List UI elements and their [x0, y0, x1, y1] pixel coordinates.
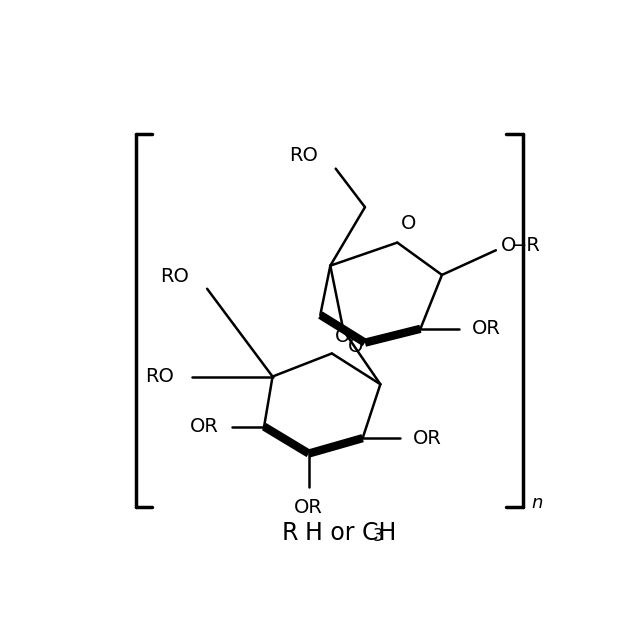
Text: O: O	[348, 337, 364, 355]
Text: OR: OR	[413, 428, 442, 448]
Text: R: R	[281, 521, 298, 545]
Text: OR: OR	[294, 498, 323, 517]
Text: RO: RO	[161, 267, 189, 286]
Text: O: O	[500, 236, 516, 255]
Text: −R: −R	[511, 236, 541, 255]
Text: H or CH: H or CH	[305, 521, 396, 545]
Text: n: n	[531, 494, 543, 512]
Text: OR: OR	[472, 320, 501, 338]
Text: O: O	[335, 326, 350, 346]
Text: RO: RO	[289, 146, 318, 165]
Text: RO: RO	[145, 367, 174, 386]
Text: O: O	[401, 214, 416, 233]
Text: 3: 3	[372, 527, 383, 545]
Text: OR: OR	[190, 417, 219, 436]
